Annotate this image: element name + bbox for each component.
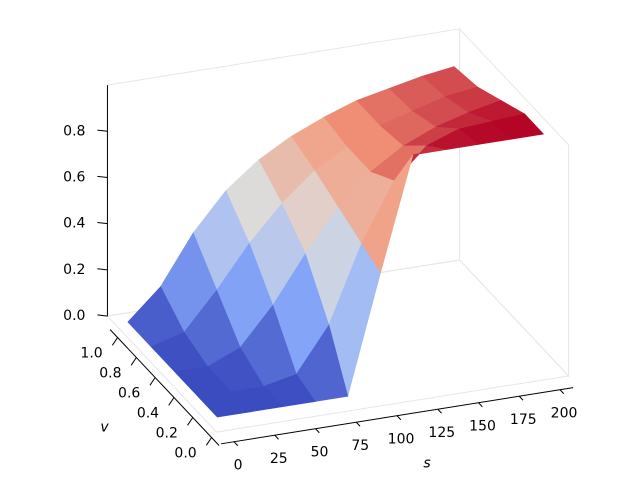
v-tick xyxy=(187,417,194,426)
s-tick xyxy=(315,428,320,434)
s-axis-label: s xyxy=(423,456,430,472)
z-tick xyxy=(97,222,108,225)
v-tick xyxy=(130,357,137,366)
s-tick xyxy=(274,434,279,440)
z-tick-label: 0.8 xyxy=(63,123,85,139)
v-tick-label: 0.2 xyxy=(156,426,178,442)
v-tick-label: 0.8 xyxy=(99,366,121,382)
s-tick xyxy=(478,402,483,408)
s-tick xyxy=(518,395,524,401)
s-tick xyxy=(559,389,565,395)
pane xyxy=(459,27,570,378)
s-axis xyxy=(220,387,574,445)
s-tick-label: 200 xyxy=(551,406,578,422)
s-tick-label: 175 xyxy=(510,412,537,428)
s-tick xyxy=(355,421,361,427)
z-tick-label: 0.2 xyxy=(63,262,85,278)
s-tick-label: 75 xyxy=(351,438,369,454)
z-tick-label: 0.6 xyxy=(63,169,85,185)
s-tick-label: 100 xyxy=(388,432,415,448)
s-tick-label: 25 xyxy=(270,451,288,467)
s-tick xyxy=(437,408,442,414)
s-tick-label: 0 xyxy=(234,458,243,474)
z-tick xyxy=(97,314,108,317)
v-tick-label: 1.0 xyxy=(80,346,102,362)
z-tick xyxy=(97,268,108,271)
s-tick xyxy=(233,441,239,447)
v-tick-label: 0.0 xyxy=(174,446,196,462)
pane xyxy=(106,259,570,433)
v-axis-label: v xyxy=(100,420,109,436)
v-tick xyxy=(205,437,212,446)
v-tick-label: 0.6 xyxy=(118,386,140,402)
s-tick-label: 150 xyxy=(469,419,496,435)
s-tick xyxy=(396,415,402,421)
s-tick-label: 125 xyxy=(428,425,455,441)
v-axis xyxy=(109,329,220,446)
v-tick xyxy=(149,377,156,386)
v-tick xyxy=(111,337,118,346)
z-tick-label: 0.4 xyxy=(63,216,85,232)
v-tick-label: 0.4 xyxy=(137,406,159,422)
s-tick-label: 50 xyxy=(311,445,329,461)
z-tick xyxy=(97,175,108,178)
z-tick xyxy=(97,129,108,132)
surface-patch xyxy=(197,391,251,418)
v-tick xyxy=(168,397,175,406)
z-tick-label: 0.0 xyxy=(63,308,85,324)
